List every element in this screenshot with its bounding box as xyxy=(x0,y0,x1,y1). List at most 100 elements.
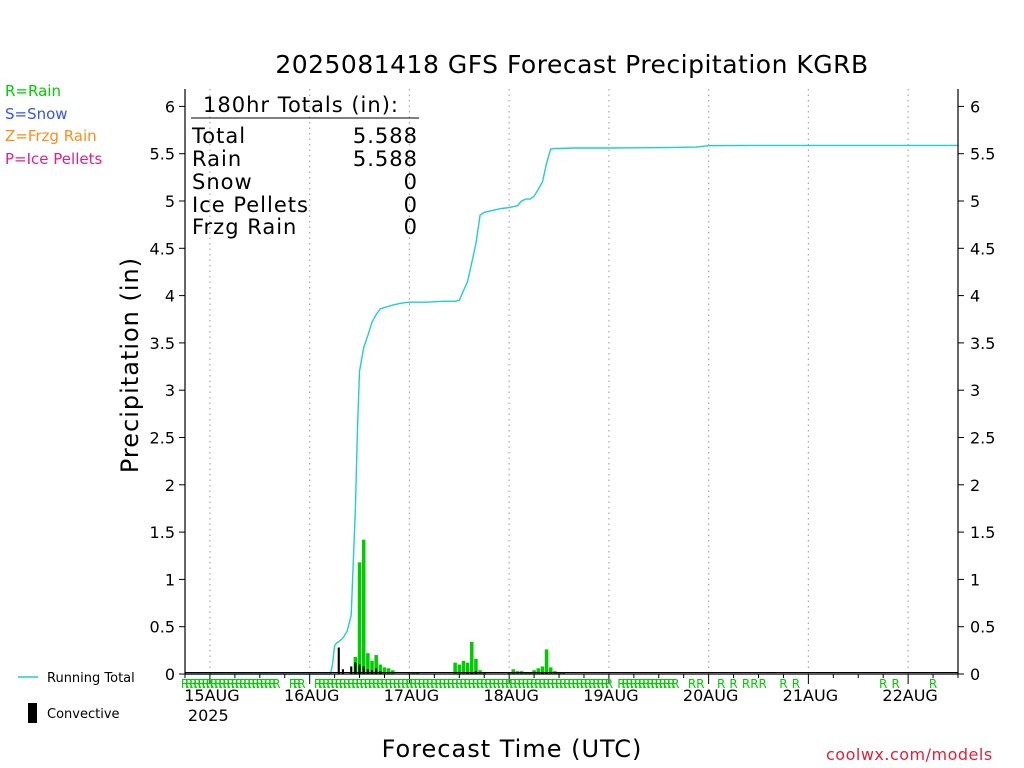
y-tick-label-left: 2.5 xyxy=(150,429,175,448)
x-tick-label: 16AUG xyxy=(284,686,339,705)
ptype-marker-rain: R xyxy=(891,677,899,691)
running-total-line xyxy=(185,144,958,675)
ptype-marker-rain: R xyxy=(638,677,646,691)
ptype-marker-rain: R xyxy=(929,677,937,691)
ptype-marker-rain: R xyxy=(289,677,297,691)
ptype-marker-rain: R xyxy=(513,677,521,691)
ptype-marker-rain: R xyxy=(468,677,476,691)
totals-value-ice-pellets: 0 xyxy=(404,193,418,217)
legend-ice-pellets: P=Ice Pellets xyxy=(5,150,103,168)
ptype-marker-rain: R xyxy=(501,677,509,691)
rain-bar xyxy=(411,672,416,674)
ptype-marker-rain: R xyxy=(759,677,767,691)
totals-box: 180hr Totals (in): Total 5.588 Rain 5.58… xyxy=(191,93,419,239)
ptype-marker-rain: R xyxy=(596,677,604,691)
ptype-marker-rain: R xyxy=(414,677,422,691)
x-year-label: 2025 xyxy=(188,706,229,725)
rain-bar xyxy=(548,667,553,674)
ptype-marker-rain: R xyxy=(293,677,301,691)
y-tick-label-left: 1.5 xyxy=(150,523,175,542)
ptype-marker-rain: R xyxy=(750,677,758,691)
rain-bar xyxy=(524,672,528,674)
ptype-marker-rain: R xyxy=(206,677,214,691)
ptype-marker-rain: R xyxy=(584,677,592,691)
grid-layer xyxy=(209,89,909,674)
y-tick-label-left: 5 xyxy=(165,192,175,211)
convective-bar xyxy=(341,669,344,674)
ptype-marker-rain: R xyxy=(484,677,492,691)
rain-bar xyxy=(561,672,565,674)
y-tick-label-right: 1.5 xyxy=(970,523,995,542)
axes-layer xyxy=(184,89,959,675)
totals-label-snow: Snow xyxy=(192,170,253,194)
x-tick-label: 20AUG xyxy=(683,686,738,705)
ptype-marker-rain: R xyxy=(571,677,579,691)
ptype-marker-rain: R xyxy=(210,677,218,691)
ptype-marker-rain: R xyxy=(430,677,438,691)
ptype-marker-rain: R xyxy=(343,677,351,691)
ptype-marker-rain: R xyxy=(696,677,704,691)
y-tick-label-right: 0.5 xyxy=(970,618,995,637)
ptype-marker-rain: R xyxy=(243,677,251,691)
ptype-marker-rain: R xyxy=(231,677,239,691)
ptype-marker-rain: R xyxy=(426,677,434,691)
rain-bar xyxy=(457,664,462,674)
ptype-marker-rain: R xyxy=(742,677,750,691)
y-tick-label-left: 6 xyxy=(165,97,175,116)
totals-value-total: 5.588 xyxy=(353,124,418,148)
running-total-legend-label: Running Total xyxy=(47,671,135,686)
legend-snow: S=Snow xyxy=(5,105,68,123)
ptype-marker-rain: R xyxy=(376,677,384,691)
ptype-marker-rain: R xyxy=(297,677,305,691)
rain-bar xyxy=(407,672,412,674)
ptype-marker-rain: R xyxy=(256,677,264,691)
y-tick-label-left: 0 xyxy=(165,665,175,684)
ptype-marker-rain: R xyxy=(879,677,887,691)
ptype-marker-rain: R xyxy=(576,677,584,691)
legend-rain: R=Rain xyxy=(5,82,61,100)
ptype-marker-rain: R xyxy=(476,677,484,691)
ptype-marker-rain: R xyxy=(605,677,613,691)
ptype-marker-rain: R xyxy=(630,677,638,691)
rain-bar xyxy=(378,664,383,674)
rain-bar xyxy=(465,662,470,674)
ptype-marker-rain: R xyxy=(455,677,463,691)
y-tick-label-right: 3.5 xyxy=(970,334,995,353)
rain-bar xyxy=(507,672,511,674)
ptype-marker-rain: R xyxy=(592,677,600,691)
y-tick-label-right: 3 xyxy=(970,381,980,400)
ptype-marker-rain: R xyxy=(389,677,397,691)
ptype-marker-rain: R xyxy=(197,677,205,691)
ptype-marker-rain: R xyxy=(505,677,513,691)
rain-bar xyxy=(528,672,532,674)
ptype-marker-rain: R xyxy=(688,677,696,691)
credit-link[interactable]: coolwx.com/models xyxy=(826,745,993,764)
ptype-marker-rain: R xyxy=(322,677,330,691)
ptype-marker-rain: R xyxy=(497,677,505,691)
ptype-marker-rain: R xyxy=(472,677,480,691)
rain-bar xyxy=(536,668,541,674)
ptype-marker-rain: R xyxy=(488,677,496,691)
ptype-marker-rain: R xyxy=(542,677,550,691)
ptype-marker-rain: R xyxy=(405,677,413,691)
ptype-marker-rain: R xyxy=(792,677,800,691)
ptype-marker-rain: R xyxy=(397,677,405,691)
bars-layer xyxy=(353,539,565,674)
ptype-marker-rain: R xyxy=(418,677,426,691)
ptype-marker-rain: R xyxy=(185,677,193,691)
x-axis-label: Forecast Time (UTC) xyxy=(381,735,643,763)
rain-bar xyxy=(540,666,545,674)
y-tick-label-right: 5.5 xyxy=(970,145,995,164)
ptype-marker-rain: R xyxy=(443,677,451,691)
y-tick-label-right: 0 xyxy=(970,665,980,684)
ptype-marker-rain: R xyxy=(729,677,737,691)
ptype-marker-rain: R xyxy=(517,677,525,691)
rain-bar xyxy=(415,672,420,674)
totals-label-rain: Rain xyxy=(192,147,242,171)
convective-bar xyxy=(375,668,378,674)
ptype-marker-rain: R xyxy=(563,677,571,691)
y-tick-label-right: 2.5 xyxy=(970,429,995,448)
y-tick-label-left: 2 xyxy=(165,476,175,495)
ptype-marker-rain: R xyxy=(384,677,392,691)
ptype-marker-rain: R xyxy=(634,677,642,691)
